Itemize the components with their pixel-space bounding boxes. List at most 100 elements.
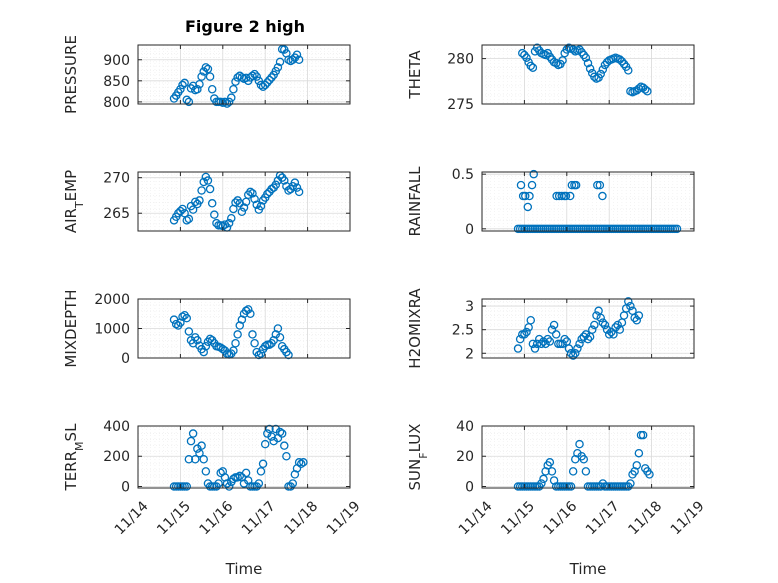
data-point: [220, 97, 230, 107]
plot-area: [138, 172, 350, 231]
data-point: [607, 327, 616, 337]
y-tick-label: 800: [103, 95, 130, 111]
data-point: [602, 57, 612, 67]
data-point: [632, 461, 642, 470]
data-point: [248, 330, 257, 339]
data-point: [626, 301, 635, 311]
data-point: [184, 214, 194, 224]
data-point: [515, 334, 525, 344]
y-tick-label: 40: [456, 419, 474, 435]
data-point: [176, 206, 185, 216]
data-point: [522, 53, 531, 62]
data-point: [579, 455, 589, 464]
x-axis-label: Time: [569, 560, 607, 578]
data-point: [246, 309, 255, 318]
data-point: [231, 338, 240, 348]
data-point: [275, 427, 285, 437]
data-point: [267, 73, 276, 82]
data-point: [523, 202, 533, 212]
subplot-air-temp: 265 270 AIRTEMP: [62, 170, 351, 233]
data-point: [227, 93, 236, 102]
data-point: [205, 72, 215, 81]
axes-box: [137, 171, 351, 232]
data-point: [547, 325, 557, 334]
data-point: [205, 184, 215, 194]
x-axis-label: Time: [225, 560, 263, 578]
data-point: [273, 324, 283, 333]
data-point: [598, 65, 608, 74]
y-axis-label: TERRMSL: [62, 423, 86, 492]
y-axis-label: PRESSURE: [62, 35, 80, 114]
data-point: [184, 327, 194, 336]
data-point: [577, 334, 586, 344]
x-tick-label: 11/19: [324, 498, 364, 538]
data-point: [171, 319, 181, 329]
data-point: [280, 176, 289, 185]
data-point: [273, 176, 283, 185]
y-tick-label: 20: [456, 449, 474, 465]
subplot-terr-msl: 0 200 400 TERRMSL 11/14 11/15 11/16 11/17 11/18 1…: [62, 419, 364, 578]
y-axis-label: MIXDEPTH: [62, 289, 80, 367]
data-point: [583, 334, 593, 344]
subplot-rainfall: 0 0.5 RAINFALL: [406, 166, 695, 238]
data-point: [579, 332, 589, 342]
data-point: [528, 63, 538, 72]
data-point: [590, 320, 599, 330]
data-point: [207, 85, 217, 94]
data-point: [273, 63, 283, 72]
y-tick-label: 200: [103, 449, 130, 465]
data-point: [571, 349, 580, 358]
data-point: [186, 84, 196, 93]
data-point: [294, 458, 304, 467]
data-point: [184, 455, 194, 464]
y-axis-label: SUNFLUX: [406, 424, 430, 491]
subplot-theta: 275 280 THETA: [406, 43, 695, 113]
data-point: [528, 339, 538, 349]
y-tick-label: 0.5: [452, 167, 474, 183]
data-point: [566, 349, 576, 358]
x-tick-label: 11/17: [583, 498, 623, 538]
data-point: [254, 76, 264, 86]
data-point: [182, 313, 192, 323]
data-point: [197, 72, 206, 81]
data-point: [587, 325, 597, 334]
data-point: [292, 183, 302, 192]
x-tick-label: 11/18: [281, 498, 321, 538]
y-axis-label: AIRTEMP: [62, 170, 86, 233]
data-point: [541, 50, 550, 60]
data-point: [611, 323, 620, 332]
x-tick-label: 11/16: [197, 498, 237, 538]
data-point: [275, 333, 285, 342]
axes-box: [481, 44, 695, 105]
data-point: [551, 330, 561, 339]
data-point: [174, 208, 183, 218]
y-tick-label: 265: [103, 206, 130, 222]
y-tick-label: 280: [447, 52, 474, 68]
data-point: [207, 199, 217, 208]
data-point: [265, 75, 274, 85]
data-point: [585, 64, 595, 73]
data-point: [296, 459, 306, 469]
data-point: [214, 479, 223, 488]
y-tick-label: 0: [465, 222, 474, 238]
data-point: [224, 97, 234, 107]
data-point: [534, 334, 544, 344]
data-point: [299, 458, 308, 467]
data-point: [573, 344, 582, 353]
y-tick-label: 2: [465, 346, 474, 362]
data-point: [282, 451, 291, 461]
data-point: [520, 191, 530, 201]
data-point: [560, 334, 569, 344]
data-point: [566, 482, 576, 491]
data-point: [596, 313, 605, 323]
data-point: [201, 341, 211, 351]
series-markers: [518, 43, 652, 97]
data-point: [558, 339, 567, 349]
plot-area: [482, 172, 694, 231]
y-tick-label: 400: [103, 419, 130, 435]
data-point: [260, 439, 270, 449]
data-point: [539, 337, 548, 346]
data-point: [195, 448, 204, 458]
data-point: [256, 349, 266, 358]
